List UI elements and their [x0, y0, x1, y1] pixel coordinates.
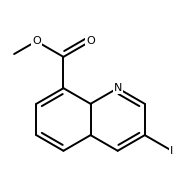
Text: N: N — [113, 83, 122, 93]
Text: O: O — [86, 36, 95, 46]
Text: I: I — [170, 146, 174, 156]
Text: O: O — [32, 36, 41, 46]
